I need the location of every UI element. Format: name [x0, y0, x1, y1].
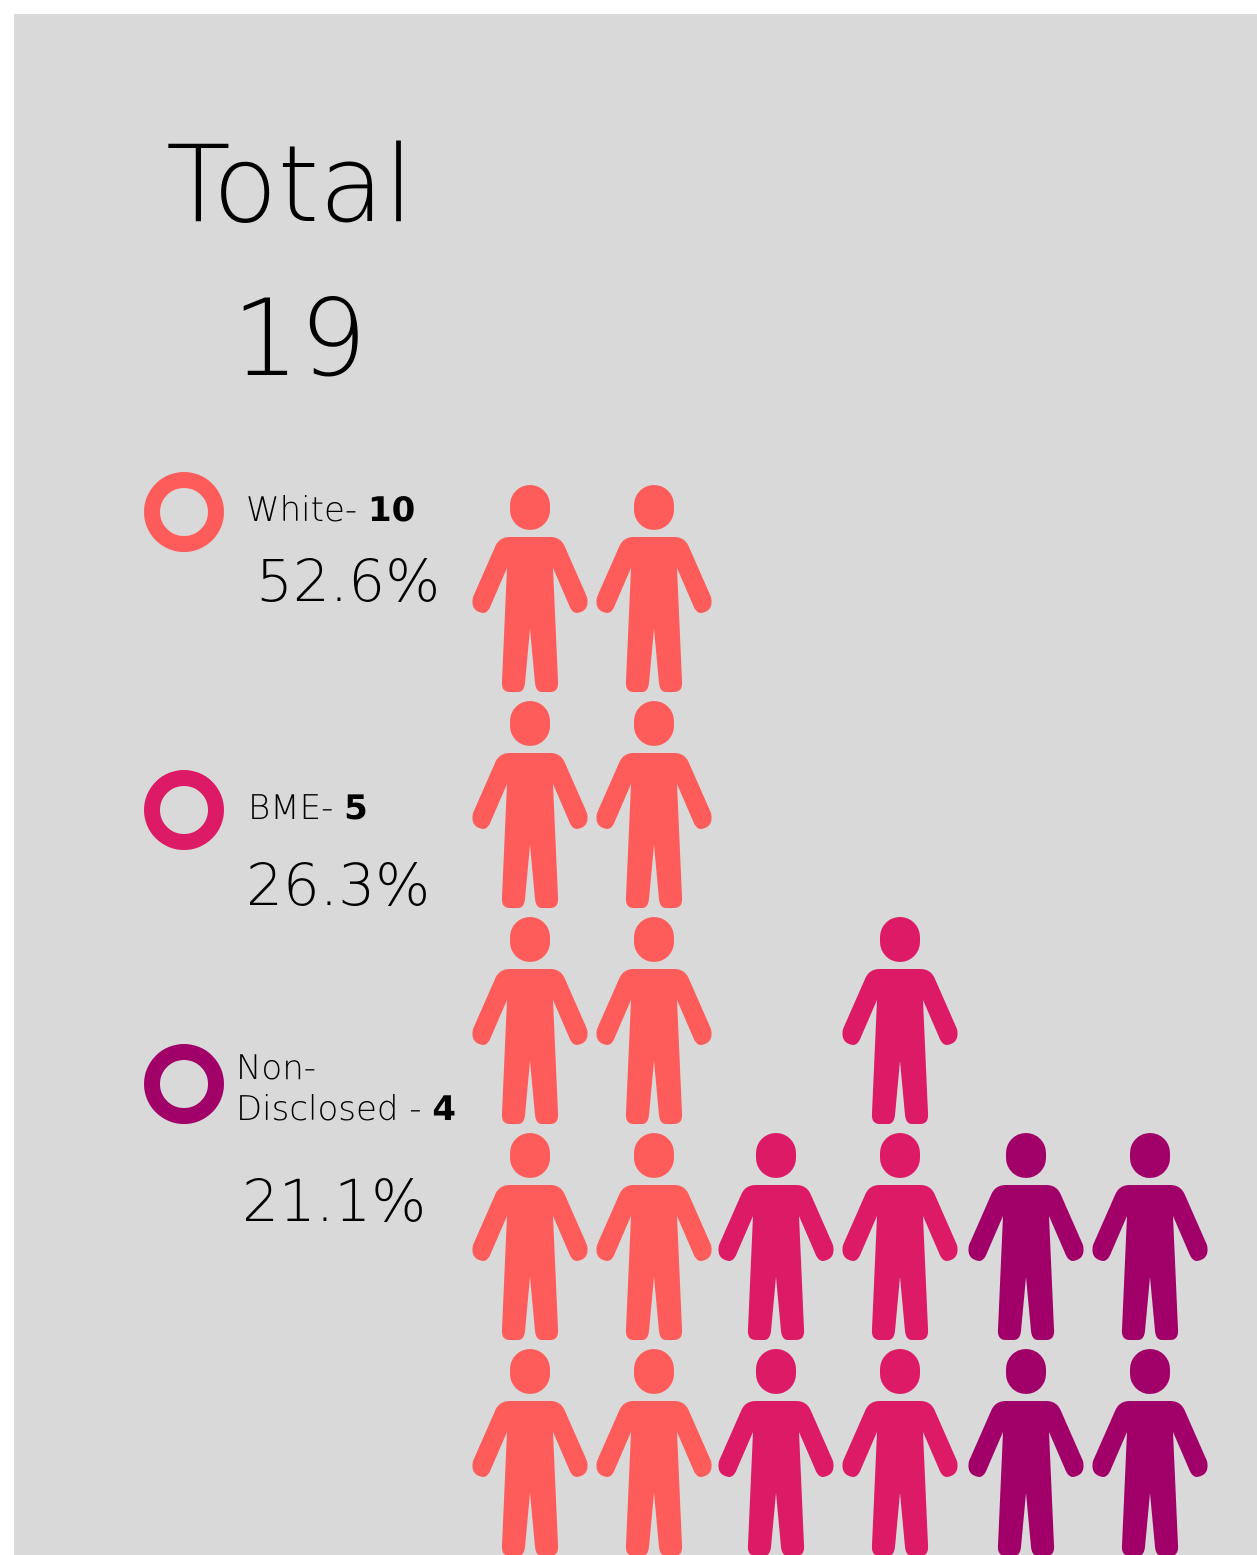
person-icon-bme [842, 917, 958, 1124]
legend-count-non-disclosed: 4 [432, 1088, 457, 1129]
person-icon-bme [842, 1133, 958, 1340]
person-icon-non-disclosed [968, 1133, 1084, 1340]
legend-label-non-disclosed: Non- Disclosed - 4 [236, 1048, 456, 1130]
person-icon-white [472, 1133, 588, 1340]
legend-label-bme-text: BME- [248, 788, 345, 828]
person-icon-white [596, 701, 712, 908]
legend-percent-non-disclosed: 21.1% [242, 1167, 427, 1235]
legend-label-non-disclosed-line1: Non- [236, 1048, 317, 1088]
legend-percent-white: 52.6% [256, 547, 441, 615]
person-icon-non-disclosed [968, 1349, 1084, 1555]
person-icon-white [596, 1349, 712, 1555]
total-count: 19 [232, 277, 367, 400]
person-icon-white [596, 485, 712, 692]
pictogram [472, 485, 1208, 1555]
legend-percent-bme: 26.3% [246, 851, 431, 919]
person-icon-white [596, 1133, 712, 1340]
legend-label-bme: BME- 5 [248, 788, 368, 829]
person-icon-white [472, 1349, 588, 1555]
person-icon-bme [842, 1349, 958, 1555]
legend-label-white: White- 10 [246, 490, 415, 531]
person-icon-white [596, 917, 712, 1124]
person-icon-white [472, 917, 588, 1124]
person-icon-bme [718, 1349, 834, 1555]
legend-label-non-disclosed-text: Disclosed - [236, 1088, 433, 1129]
person-icon-white [472, 485, 588, 692]
chart-title: Total [166, 123, 414, 246]
person-icon-non-disclosed [1092, 1133, 1208, 1340]
person-icon-non-disclosed [1092, 1349, 1208, 1555]
person-icon-white [472, 701, 588, 908]
legend-count-white: 10 [367, 490, 416, 530]
person-icon-bme [718, 1133, 834, 1340]
infographic-panel: Total 19 White- 10 52.6% BME- 5 26.3% No… [14, 14, 1257, 1555]
legend-count-bme: 5 [344, 788, 368, 828]
legend-label-white-text: White- [246, 490, 368, 530]
